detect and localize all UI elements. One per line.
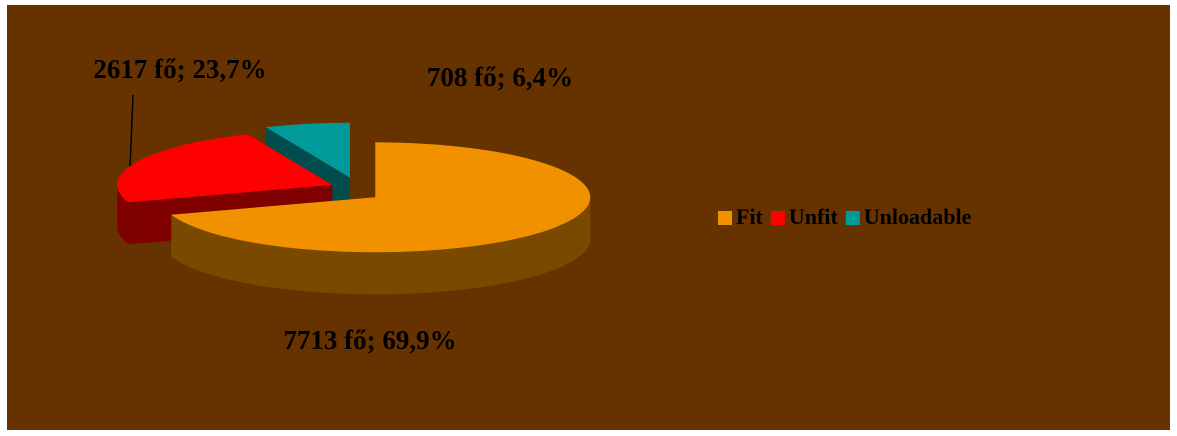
legend-label: Unloadable (864, 204, 972, 229)
data-label: 2617 fő; 23,7% (93, 54, 266, 84)
legend-swatch (770, 211, 785, 225)
pie-slice (265, 122, 350, 178)
pie-slice (117, 134, 333, 203)
legend-label: Fit (736, 204, 764, 229)
pie-slice (171, 142, 591, 253)
data-label: 708 fő; 6,4% (427, 62, 573, 92)
legend-swatch (845, 211, 860, 225)
slice-wall (117, 184, 129, 245)
legend-swatch (718, 211, 732, 225)
legend-label: Unfit (789, 204, 839, 229)
slice-wall (171, 197, 591, 295)
leader-line (129, 94, 134, 169)
data-label: 7713 fő; 69,9% (283, 325, 456, 355)
